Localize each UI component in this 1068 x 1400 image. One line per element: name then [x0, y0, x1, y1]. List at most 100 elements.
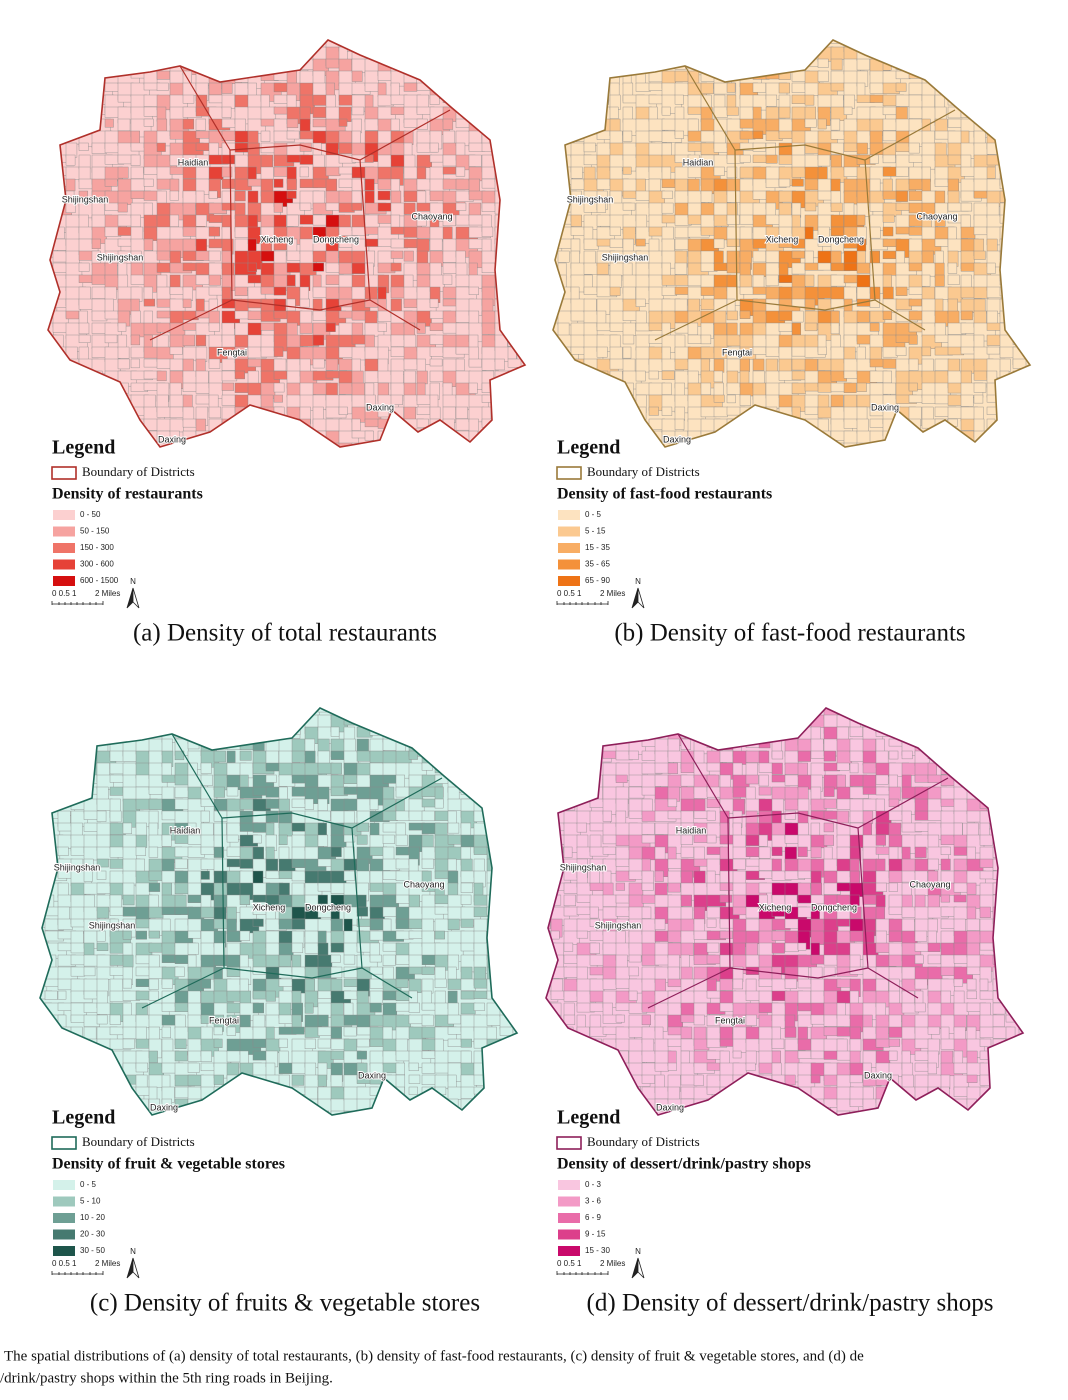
map-cell: [161, 1110, 181, 1115]
map-cell: [512, 870, 517, 891]
map-cell: [830, 118, 841, 131]
map-cell: [221, 58, 240, 75]
map-cell: [473, 906, 489, 918]
map-cell: [843, 166, 859, 177]
map-cell: [395, 834, 408, 846]
map-cell: [312, 442, 335, 447]
map-cell: [208, 226, 220, 237]
map-cell: [408, 1098, 426, 1115]
map-cell: [563, 954, 579, 964]
map-cell: [78, 58, 90, 69]
map-cell: [135, 834, 148, 848]
map-cell: [661, 406, 673, 416]
map-cell: [520, 262, 525, 276]
map-cell: [765, 442, 776, 447]
map-cell: [869, 442, 888, 447]
map-cell: [557, 166, 573, 185]
map-cell: [947, 262, 958, 274]
map-cell: [78, 334, 91, 343]
map-cell: [849, 894, 860, 906]
map-cell: [278, 714, 292, 730]
map-cell: [602, 882, 614, 896]
map-cell: [778, 430, 794, 446]
map-cell: [40, 1062, 50, 1075]
map-cell: [1012, 262, 1030, 271]
map-cell: [687, 442, 709, 447]
map-cell: [273, 370, 290, 380]
map-cell: [732, 882, 748, 897]
map-cell: [260, 106, 277, 121]
map-cell: [641, 708, 653, 723]
map-cell: [791, 310, 804, 323]
map-cell: [921, 262, 937, 277]
map-cell: [486, 726, 498, 741]
map-cell: [648, 202, 663, 217]
map-cell: [804, 430, 823, 443]
map-cell: [148, 1098, 161, 1115]
map-cell: [830, 178, 841, 193]
map-cell: [286, 118, 299, 129]
map-cell: [96, 870, 107, 880]
map-cell: [680, 954, 690, 969]
map-cell: [817, 70, 829, 82]
map-cell: [693, 1074, 704, 1086]
map-cell: [882, 226, 894, 237]
class-label: 20 - 30: [80, 1230, 105, 1239]
map-cell: [52, 130, 65, 145]
map-cell: [596, 58, 617, 78]
map-cell: [356, 1110, 376, 1115]
map-cell: [40, 810, 42, 826]
map-cell: [1012, 394, 1027, 406]
map-cell: [174, 954, 190, 964]
map-cell: [823, 1110, 834, 1115]
map-cell: [195, 250, 210, 261]
map-cell: [195, 58, 216, 73]
map-cell: [304, 1110, 322, 1115]
map-cell: [338, 406, 348, 416]
map-cell: [745, 1014, 757, 1026]
map-cell: [429, 322, 445, 331]
map-cell: [1025, 130, 1030, 144]
map-cell: [1012, 94, 1030, 106]
map-cell: [364, 262, 374, 278]
boundary-label: Boundary of Districts: [82, 1134, 195, 1149]
map-cell: [830, 214, 845, 228]
map-cell: [481, 166, 496, 180]
map-cell: [52, 262, 68, 273]
map-cell: [252, 738, 265, 751]
map-cell: [752, 82, 767, 93]
map-cell: [48, 250, 51, 264]
map-cell: [481, 262, 496, 274]
map-cell: [934, 334, 950, 343]
map-cell: [830, 142, 844, 155]
map-cell: [641, 882, 654, 891]
map-cell: [156, 40, 169, 49]
map-cell: [200, 846, 216, 855]
map-cell: [797, 1014, 813, 1028]
map-cell: [104, 334, 118, 344]
district-label: Chaoyang: [403, 879, 444, 889]
map-cell: [273, 442, 284, 447]
map-cell: [104, 46, 117, 60]
map-cell: [187, 942, 199, 955]
map-cell: [520, 82, 525, 102]
map-cell: [343, 1026, 357, 1037]
map-cell: [325, 286, 342, 300]
map-cell: [460, 1038, 472, 1048]
class-label: 150 - 300: [80, 543, 114, 552]
map-cell: [960, 70, 971, 81]
map-cell: [641, 1074, 655, 1084]
map-cell: [570, 166, 583, 179]
map-cell: [252, 1098, 265, 1115]
map-cell: [104, 40, 118, 46]
map-cell: [778, 106, 791, 119]
map-cell: [122, 1098, 133, 1115]
map-cell: [589, 990, 605, 1003]
map-cell: [512, 954, 517, 971]
map-cell: [499, 1026, 517, 1036]
class-swatch: [558, 526, 580, 537]
map-cell: [745, 990, 760, 1001]
map-cell: [52, 106, 64, 126]
map-cell: [169, 358, 184, 371]
map-cell: [674, 418, 685, 430]
